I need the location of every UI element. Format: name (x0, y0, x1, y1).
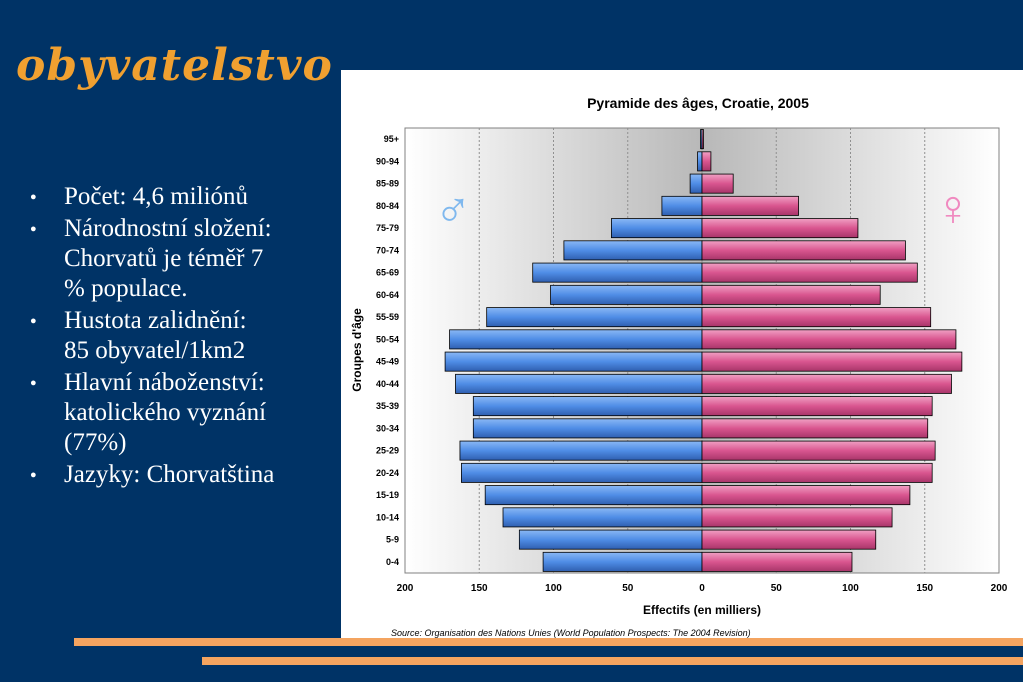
female-bar (701, 551, 853, 572)
decorative-bar-bottom (202, 657, 1023, 665)
y-tick-label: 95+ (384, 134, 399, 144)
female-bar (701, 173, 734, 194)
female-bar (701, 307, 932, 328)
y-tick-label: 50-54 (376, 334, 399, 344)
x-tick-label: 0 (699, 583, 705, 594)
male-symbol-icon: ♂ (434, 180, 472, 236)
bullet-item: Jazyky: Chorvatština (30, 460, 350, 490)
female-bar (701, 240, 906, 261)
y-tick-label: 5-9 (386, 535, 399, 545)
y-tick-labels: 95+ 90-94 85-89 80-84 75-79 70-74 65-69 60-64 55… (376, 134, 399, 567)
male-bar (444, 351, 703, 372)
chart-source: Source: Organisation des Nations Unies (… (391, 628, 751, 638)
male-bar (486, 307, 703, 328)
female-bar (701, 373, 952, 394)
female-bar (701, 151, 712, 172)
y-tick-label: 40-44 (376, 379, 399, 389)
male-bar (459, 440, 703, 461)
male-bar (532, 262, 703, 283)
female-bar (701, 195, 799, 216)
female-bar (701, 129, 704, 150)
y-tick-label: 20-24 (376, 468, 399, 478)
y-tick-label: 10-14 (376, 512, 399, 522)
plot-area (404, 127, 1000, 574)
bullet-item: Počet: 4,6 miliónů (30, 182, 350, 212)
male-bar (611, 218, 703, 239)
y-tick-label: 80-84 (376, 201, 399, 211)
bullet-text-continued: 85 obyvatel/1km2 (64, 337, 246, 364)
female-bar (701, 262, 918, 283)
male-bar (661, 195, 703, 216)
male-bar (550, 284, 703, 305)
female-bar (701, 218, 859, 239)
male-bar (542, 551, 703, 572)
y-tick-label: 15-19 (376, 490, 399, 500)
chart-panel: Pyramide des âges, Croatie, 2005 95+ 90-9… (341, 70, 1023, 645)
female-bar (701, 485, 911, 506)
male-bar (518, 529, 703, 550)
bullet-text-continued: % populace. (64, 275, 188, 302)
male-bar (461, 462, 703, 483)
male-bar (472, 396, 703, 417)
y-tick-label: 75-79 (376, 223, 399, 233)
chart-title: Pyramide des âges, Croatie, 2005 (587, 95, 809, 111)
y-tick-label: 35-39 (376, 401, 399, 411)
x-tick-label: 150 (916, 583, 933, 594)
y-tick-label: 60-64 (376, 290, 399, 300)
male-bar (697, 151, 703, 172)
slide-title: obyvatelstvo (16, 40, 333, 91)
female-bar (701, 440, 936, 461)
bars (444, 129, 963, 572)
bullet-list: Počet: 4,6 miliónů Národnostní složení: C… (30, 182, 350, 492)
female-bar (701, 284, 881, 305)
bullet-text: Hustota zalidnění: (64, 307, 247, 334)
y-tick-label: 30-34 (376, 423, 399, 433)
male-bar (689, 173, 703, 194)
female-bar (701, 462, 933, 483)
y-tick-label: 25-29 (376, 446, 399, 456)
bullet-text: Hlavní náboženství: (64, 369, 265, 396)
x-axis-label: Effectifs (en milliers) (643, 603, 761, 617)
y-axis-label: Groupes d'âge (350, 308, 364, 392)
y-tick-label: 65-69 (376, 268, 399, 278)
bullet-text: Národnostní složení: (64, 215, 272, 242)
x-tick-label: 50 (622, 583, 634, 594)
y-tick-label: 45-49 (376, 357, 399, 367)
y-tick-label: 55-59 (376, 312, 399, 322)
y-tick-label: 85-89 (376, 179, 399, 189)
y-tick-label: 70-74 (376, 245, 399, 255)
y-tick-label: 90-94 (376, 156, 399, 166)
bullet-text: Počet: 4,6 miliónů (64, 183, 249, 210)
bullet-item: Hlavní náboženství: katolického vyznání (7… (30, 368, 350, 458)
female-bar (701, 351, 963, 372)
x-tick-label: 150 (471, 583, 488, 594)
decorative-bar-top (74, 638, 1023, 646)
male-bar (472, 418, 703, 439)
male-bar (455, 373, 703, 394)
female-bar (701, 507, 893, 528)
x-tick-label: 200 (397, 583, 414, 594)
female-bar (701, 329, 957, 350)
bullet-text-continued: (77%) (64, 429, 127, 456)
bullet-text-continued: katolického vyznání (64, 399, 267, 426)
female-bar (701, 529, 877, 550)
x-tick-label: 100 (842, 583, 859, 594)
female-bar (701, 396, 933, 417)
female-symbol-icon: ♀ (934, 180, 972, 236)
population-pyramid-chart: Pyramide des âges, Croatie, 2005 95+ 90-9… (350, 95, 1008, 638)
x-tick-label: 50 (771, 583, 783, 594)
female-bar (701, 418, 929, 439)
x-tick-label: 100 (545, 583, 562, 594)
male-bar (563, 240, 703, 261)
y-tick-label: 0-4 (386, 557, 399, 567)
bullet-item: Národnostní složení: Chorvatů je téměř 7%… (30, 214, 350, 304)
male-bar (449, 329, 703, 350)
bullet-item: Hustota zalidnění: 85 obyvatel/1km2 (30, 306, 350, 366)
x-tick-labels: 200 150 100 50 0 50 100 150 200 (397, 583, 1008, 594)
bullet-text: Jazyky: Chorvatština (64, 461, 275, 488)
x-tick-label: 200 (991, 583, 1008, 594)
male-bar (484, 485, 703, 506)
male-bar (502, 507, 703, 528)
bullet-text-continued: Chorvatů je téměř 7 (64, 245, 264, 272)
